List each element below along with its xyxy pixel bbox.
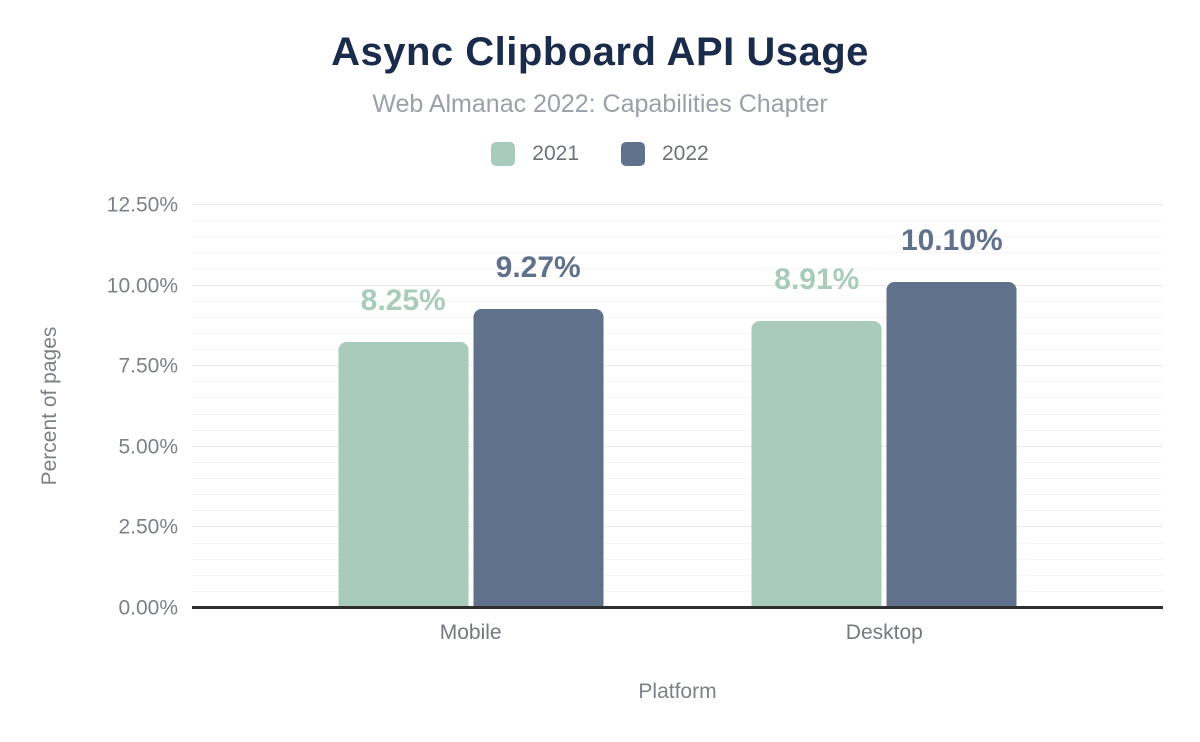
y-tick-label: 10.00% [106, 274, 178, 298]
gridline-minor [192, 252, 1163, 254]
gridline-minor [192, 300, 1163, 302]
legend-label: 2021 [532, 142, 579, 165]
bar-group-mobile: 8.25% 9.27% [338, 205, 604, 608]
gridline-minor [192, 590, 1163, 592]
gridline-minor [192, 316, 1163, 318]
y-tick-label: 12.50% [106, 193, 178, 217]
bar-desktop-2022: 10.10% [886, 226, 1017, 608]
x-category-label: Mobile [439, 621, 502, 644]
gridline-minor [192, 332, 1163, 334]
legend-item-2022: 2022 [621, 142, 709, 166]
gridline-major [192, 365, 1163, 367]
gridline-minor [192, 429, 1163, 431]
legend-item-2021: 2021 [491, 142, 579, 166]
y-tick-label: 5.00% [118, 435, 178, 459]
chart-title: Async Clipboard API Usage [331, 30, 869, 74]
y-axis-tick-labels: 0.00% 2.50% 5.00% 7.50% 10.00% 12.50% [0, 195, 178, 619]
gridline-minor [192, 510, 1163, 512]
bar-group-desktop: 8.91% 10.10% [751, 205, 1017, 608]
gridline-minor [192, 558, 1163, 560]
gridline-minor [192, 381, 1163, 383]
legend-swatch-2022 [621, 142, 645, 166]
x-axis-line [192, 606, 1163, 609]
bar-mobile-2022: 9.27% [473, 253, 604, 608]
gridline-minor [192, 220, 1163, 222]
gridline-minor [192, 268, 1163, 270]
legend: 2021 2022 [0, 142, 1200, 166]
y-tick-label: 0.00% [118, 596, 178, 620]
bar-mobile-2021: 8.25% [338, 286, 469, 608]
gridline-major [192, 526, 1163, 528]
x-axis-title: Platform [638, 680, 717, 703]
gridline-minor [192, 349, 1163, 351]
bar-desktop-2021: 8.91% [751, 264, 882, 608]
gridline-minor [192, 236, 1163, 238]
gridline-major [192, 204, 1163, 205]
gridline-major [192, 284, 1163, 286]
gridline-major [192, 445, 1163, 447]
bar-value-label: 8.25% [360, 284, 446, 318]
y-tick-label: 7.50% [118, 354, 178, 378]
gridline-minor [192, 478, 1163, 480]
x-category-label: Desktop [845, 621, 923, 644]
bar-value-label: 9.27% [495, 251, 581, 285]
gridline-minor [192, 397, 1163, 399]
legend-label: 2022 [662, 142, 709, 165]
gridline-minor [192, 542, 1163, 544]
y-tick-label: 2.50% [118, 515, 178, 539]
legend-swatch-2021 [491, 142, 516, 166]
chart-subtitle: Web Almanac 2022: Capabilities Chapter [372, 90, 828, 118]
gridline-minor [192, 574, 1163, 576]
bar-value-label: 10.10% [900, 224, 1003, 258]
gridline-minor [192, 461, 1163, 463]
bar-value-label: 8.91% [774, 262, 860, 296]
gridline-minor [192, 413, 1163, 415]
x-axis-category-labels: Mobile Desktop [192, 621, 1163, 647]
plot-area: 8.25% 9.27% 8.91% 10.10% [192, 204, 1163, 609]
gridline-minor [192, 494, 1163, 496]
